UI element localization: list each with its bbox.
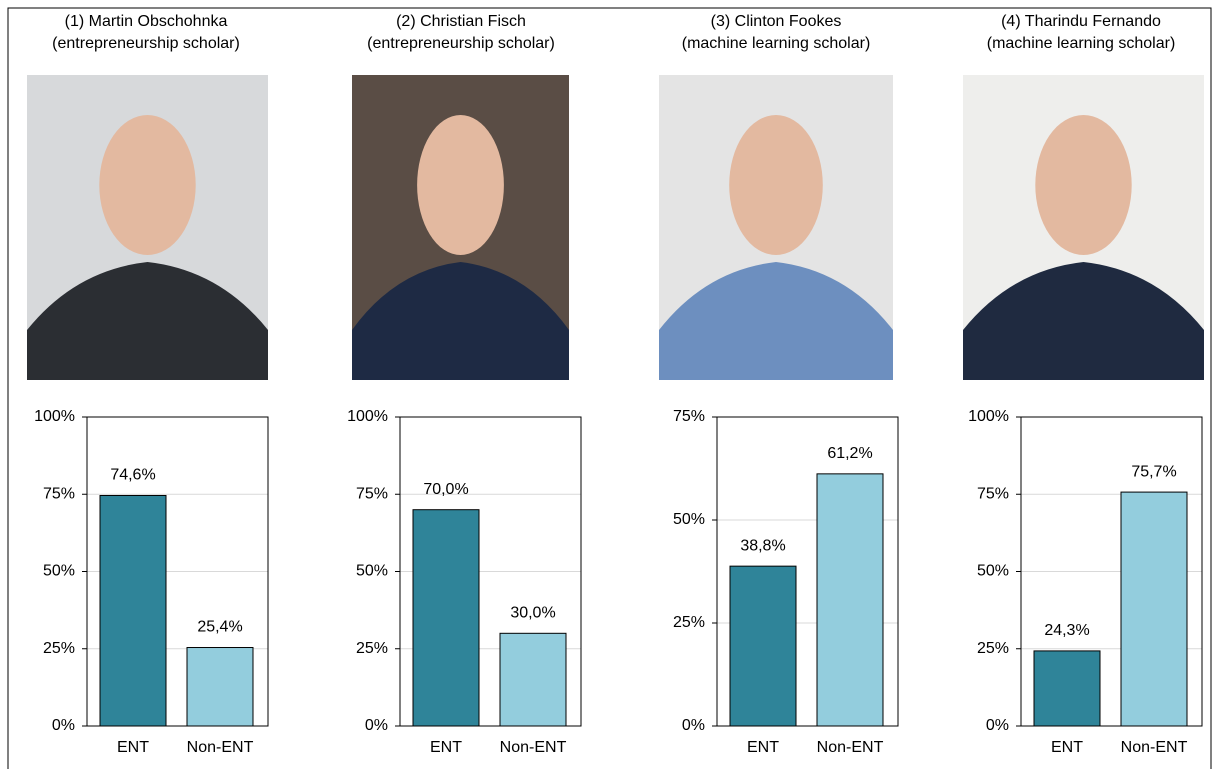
bar (186, 647, 254, 727)
value-label: 24,3% (1044, 622, 1089, 639)
plot-frame (399, 416, 582, 727)
photo-head (729, 115, 823, 255)
photo-head (1035, 115, 1132, 255)
bar (99, 494, 167, 727)
plot-frame (1020, 416, 1203, 727)
x-tick-label: ENT (1051, 739, 1083, 756)
y-tick-label: 0% (52, 717, 75, 734)
photo-body (659, 262, 893, 380)
panel-subtitle: (machine learning scholar) (682, 35, 871, 52)
y-tick-label: 100% (347, 408, 388, 425)
bar (729, 565, 797, 727)
photo-body (27, 262, 268, 380)
x-tick-label: Non-ENT (817, 739, 884, 756)
panel-subtitle: (entrepreneurship scholar) (367, 35, 555, 52)
panel-title: (1) Martin Obschohnka (65, 13, 228, 30)
frame (7, 7, 1212, 769)
bar (499, 632, 567, 727)
x-tick-label: Non-ENT (1121, 739, 1188, 756)
value-label: 25,4% (197, 619, 242, 636)
y-tick-label: 25% (356, 640, 388, 657)
y-tick-label: 50% (673, 511, 705, 528)
y-tick-label: 100% (968, 408, 1009, 425)
y-tick-label: 50% (356, 563, 388, 580)
value-label: 38,8% (740, 537, 785, 554)
value-label: 75,7% (1131, 463, 1176, 480)
panel-title: (4) Tharindu Fernando (1001, 13, 1161, 30)
bar (816, 473, 884, 727)
x-tick-label: Non-ENT (500, 739, 567, 756)
x-tick-label: ENT (117, 739, 149, 756)
x-tick-label: ENT (747, 739, 779, 756)
plot-frame (86, 416, 269, 727)
value-label: 61,2% (827, 445, 872, 462)
y-tick-label: 0% (365, 717, 388, 734)
photo-body (352, 262, 569, 380)
y-tick-label: 25% (673, 614, 705, 631)
y-tick-label: 75% (356, 485, 388, 502)
y-tick-label: 100% (34, 408, 75, 425)
value-label: 70,0% (423, 481, 468, 498)
value-label: 30,0% (510, 605, 555, 622)
panel-subtitle: (entrepreneurship scholar) (52, 35, 240, 52)
y-tick-label: 0% (986, 717, 1009, 734)
x-tick-label: Non-ENT (187, 739, 254, 756)
y-tick-label: 50% (43, 563, 75, 580)
y-tick-label: 25% (43, 640, 75, 657)
photo-head (99, 115, 196, 255)
x-tick-label: ENT (430, 739, 462, 756)
photo-body (963, 262, 1204, 380)
bar (412, 509, 480, 727)
panel-title: (3) Clinton Fookes (711, 13, 842, 30)
y-tick-label: 0% (682, 717, 705, 734)
bar (1033, 650, 1101, 727)
y-tick-label: 75% (43, 485, 75, 502)
bar (1120, 491, 1188, 727)
panel-title: (2) Christian Fisch (396, 13, 526, 30)
y-tick-label: 75% (977, 485, 1009, 502)
y-tick-label: 25% (977, 640, 1009, 657)
value-label: 74,6% (110, 467, 155, 484)
plot-frame (716, 416, 899, 727)
y-tick-label: 75% (673, 408, 705, 425)
photo-head (417, 115, 504, 255)
panel-subtitle: (machine learning scholar) (987, 35, 1176, 52)
y-tick-label: 50% (977, 563, 1009, 580)
